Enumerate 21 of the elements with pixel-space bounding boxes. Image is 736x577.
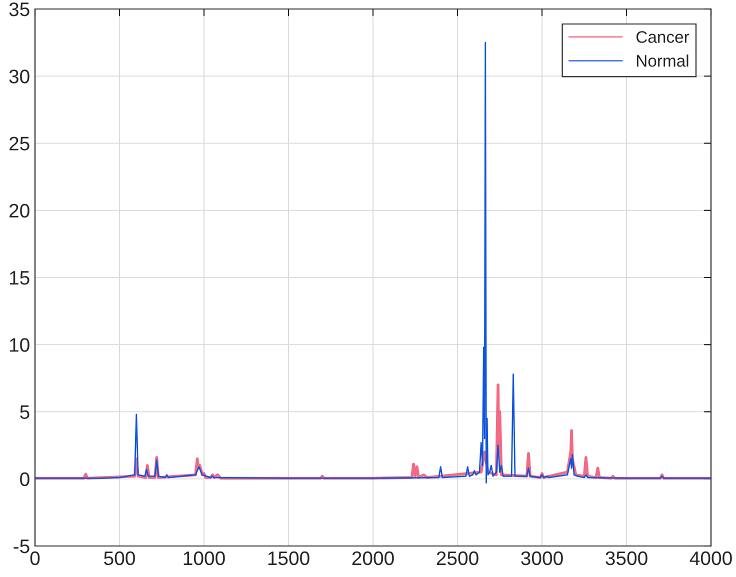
line-series [35, 42, 711, 484]
x-tick-label: 4000 [690, 551, 732, 566]
x-tick-label: 3500 [606, 551, 648, 566]
x-tick-label: 1000 [184, 551, 225, 566]
x-tick-label: 1500 [268, 551, 310, 566]
y-tick-label: 15 [10, 271, 30, 285]
x-tick-label: 500 [104, 551, 135, 566]
y-tick-label: 20 [9, 204, 30, 218]
x-tick-label: 2500 [436, 551, 478, 566]
y-tick-label: 5 [20, 405, 30, 419]
y-tick-label: -5 [14, 540, 30, 554]
x-tick-label: 2000 [352, 551, 394, 566]
y-tick-label: 0 [20, 472, 30, 486]
y-tick-label: 35 [9, 2, 30, 16]
x-tick-label: 0 [30, 551, 40, 566]
legend-label: Normal [636, 54, 688, 67]
y-tick-label: 30 [9, 70, 30, 84]
y-tick-label: 25 [9, 136, 30, 150]
legend-label: Cancer [636, 31, 690, 43]
x-tick-label: 3000 [521, 551, 563, 566]
y-tick-label: 10 [10, 338, 30, 352]
